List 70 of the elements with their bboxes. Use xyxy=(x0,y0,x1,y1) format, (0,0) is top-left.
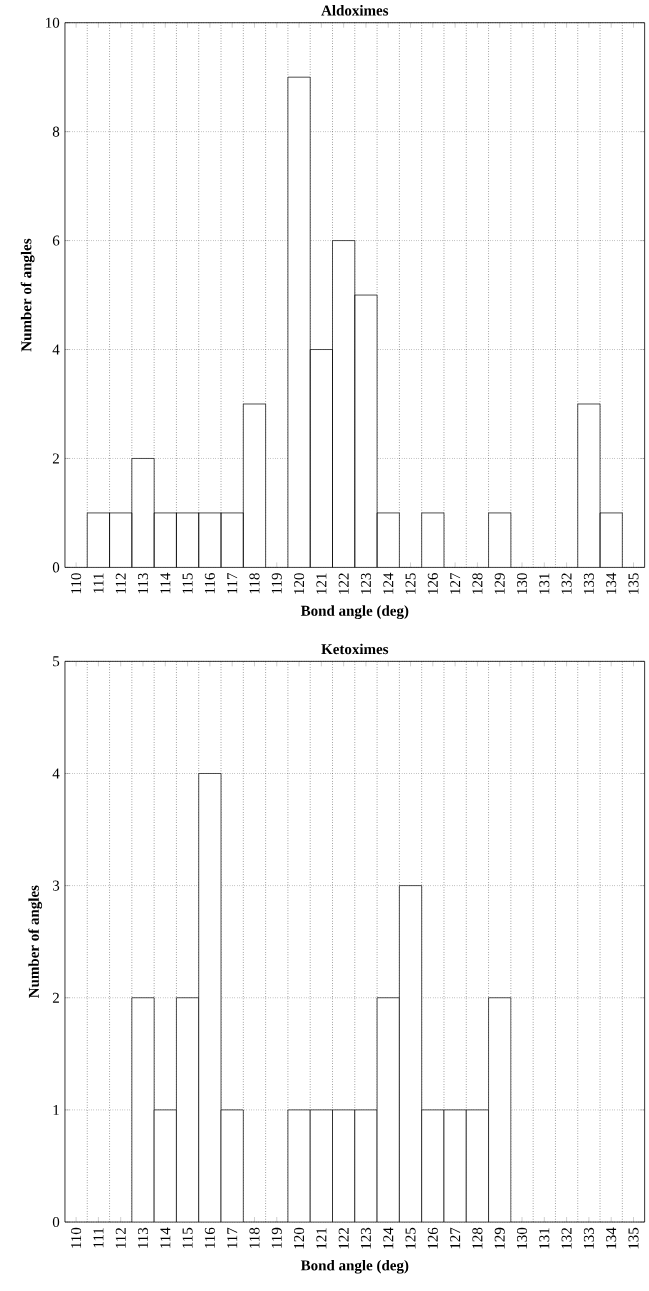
x-tick-label: 110 xyxy=(71,573,82,594)
x-tick-label: 126 xyxy=(427,573,439,594)
x-tick-label: 119 xyxy=(271,1227,282,1248)
x-axis-title: Bond angle (deg) xyxy=(301,605,409,619)
x-tick-label: 132 xyxy=(561,1228,572,1249)
y-tick-label: 5 xyxy=(53,656,60,667)
chart-title: Ketoximes xyxy=(321,643,389,655)
y-tick-label: 4 xyxy=(52,344,60,355)
x-tick-label: 130 xyxy=(517,1227,528,1249)
y-tick-label: 1 xyxy=(53,1104,60,1115)
x-tick-label: 110 xyxy=(71,1227,82,1248)
x-tick-label: 115 xyxy=(182,573,193,594)
y-tick-label: 6 xyxy=(53,235,60,246)
x-tick-label: 118 xyxy=(249,1227,260,1248)
x-tick-label: 111 xyxy=(93,573,104,593)
x-tick-label: 134 xyxy=(606,1227,617,1249)
x-tick-label: 133 xyxy=(584,573,595,594)
x-tick-label: 116 xyxy=(205,1227,216,1248)
x-tick-label: 129 xyxy=(494,573,505,594)
x-tick-label: 128 xyxy=(472,1227,483,1249)
x-tick-label: 127 xyxy=(450,1227,461,1249)
x-tick-label: 124 xyxy=(383,1227,394,1249)
x-tick-label: 131 xyxy=(539,1228,550,1249)
x-tick-label: 123 xyxy=(361,1227,372,1249)
x-tick-label: 122 xyxy=(338,1228,349,1249)
x-tick-label: 130 xyxy=(517,573,528,594)
x-tick-label: 114 xyxy=(160,572,171,594)
x-tick-label: 129 xyxy=(494,1227,505,1249)
x-tick-label: 113 xyxy=(138,573,149,594)
x-tick-label: 123 xyxy=(361,573,372,594)
x-tick-label: 128 xyxy=(472,573,483,594)
x-tick-label: 135 xyxy=(628,573,639,594)
x-tick-label: 112 xyxy=(115,1228,126,1248)
chart-title: Aldoximes xyxy=(321,4,389,16)
x-tick-label: 127 xyxy=(450,573,461,594)
x-tick-label: 113 xyxy=(138,1227,149,1248)
x-tick-label: 120 xyxy=(294,573,305,594)
y-tick-label: 4 xyxy=(52,768,60,779)
x-tick-label: 122 xyxy=(338,573,349,594)
x-tick-label: 135 xyxy=(628,1227,639,1249)
x-tick-label: 118 xyxy=(249,573,260,594)
x-tick-label: 125 xyxy=(405,573,416,594)
x-axis-title: Bond angle (deg) xyxy=(301,1259,409,1274)
x-tick-label: 111 xyxy=(93,1228,104,1248)
x-tick-label: 131 xyxy=(539,573,550,594)
y-tick-label: 2 xyxy=(53,992,60,1003)
x-tick-label: 117 xyxy=(227,1227,238,1248)
x-tick-label: 121 xyxy=(316,1228,327,1249)
y-tick-label: 10 xyxy=(46,17,60,28)
x-tick-label: 114 xyxy=(160,1227,171,1248)
y-tick-label: 2 xyxy=(53,453,60,464)
x-tick-label: 116 xyxy=(205,573,216,594)
x-tick-label: 134 xyxy=(606,572,617,594)
x-tick-label: 119 xyxy=(271,573,282,594)
y-axis-title: Number of angles xyxy=(20,238,35,352)
y-tick-label: 0 xyxy=(53,1216,60,1228)
x-tick-label: 126 xyxy=(427,1227,439,1249)
x-tick-label: 121 xyxy=(316,573,327,594)
x-tick-label: 132 xyxy=(561,573,572,594)
y-tick-label: 0 xyxy=(53,562,60,573)
x-tick-label: 112 xyxy=(115,573,126,594)
x-tick-label: 133 xyxy=(584,1227,595,1249)
x-tick-label: 115 xyxy=(182,1227,193,1248)
x-tick-label: 124 xyxy=(383,572,394,594)
y-tick-label: 3 xyxy=(53,880,60,891)
x-tick-label: 120 xyxy=(294,1227,305,1249)
x-tick-label: 117 xyxy=(227,573,238,594)
y-tick-label: 8 xyxy=(53,126,60,137)
x-tick-label: 125 xyxy=(405,1227,416,1249)
y-axis-title: Number of angles xyxy=(28,885,43,999)
